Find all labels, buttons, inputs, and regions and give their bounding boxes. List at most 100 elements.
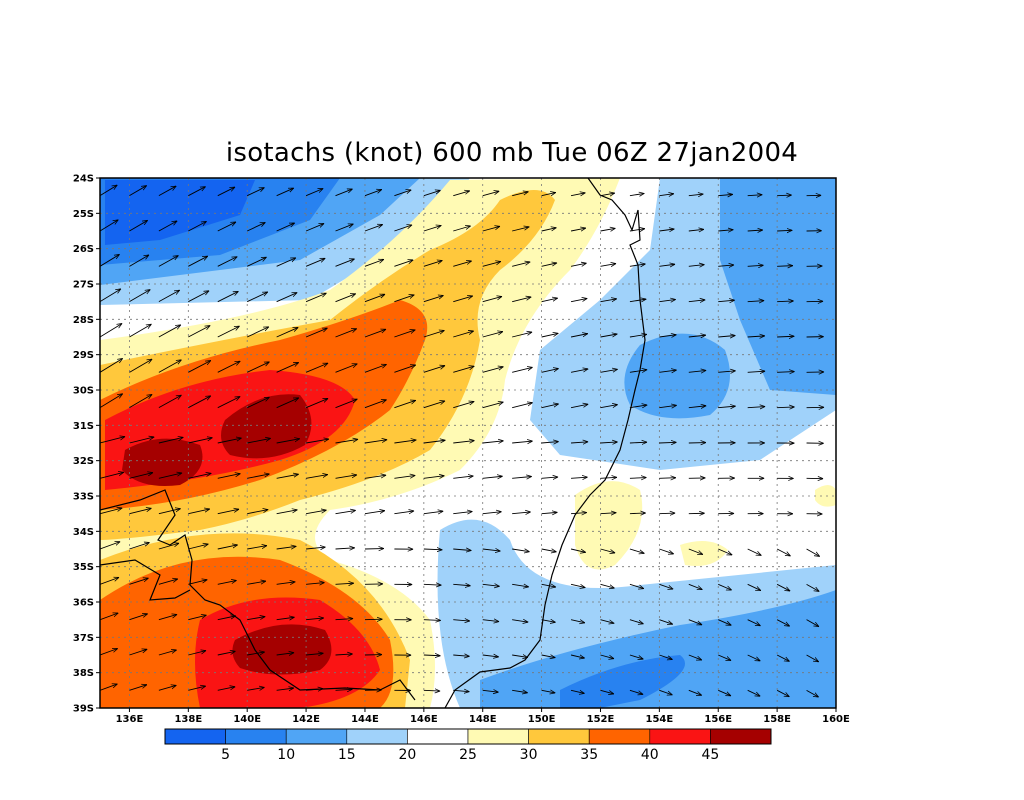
wind-arrow [482,261,501,267]
wind-arrow [659,619,672,625]
wind-arrow [247,188,264,197]
legend-label: 5 [221,747,230,763]
wind-arrow [570,298,587,303]
wind-arrow [629,193,644,195]
wind-arrow [335,475,357,479]
legend-swatch [710,728,772,745]
wind-arrow [129,508,151,515]
wind-arrow [688,370,706,372]
wind-arrow [217,687,235,691]
wind-arrow [570,655,585,658]
lon-label: 158E [763,714,791,725]
wind-arrow [482,476,503,478]
wind-arrow [776,619,790,627]
wind-arrow [482,296,502,303]
wind-arrow [512,512,531,514]
wind-arrow [335,188,353,197]
wind-arrow [247,438,271,444]
wind-arrow [718,654,731,661]
wind-arrow [541,512,558,513]
wind-arrow [276,398,299,409]
wind-arrow [453,655,469,656]
lat-label: 36S [73,598,94,609]
wind-arrow [512,584,529,587]
wind-arrow [482,402,504,409]
wind-arrow [629,299,646,302]
lon-label: 144E [351,714,379,725]
wind-arrow [217,438,242,444]
wind-arrow [129,220,147,232]
wind-arrow [247,652,265,656]
wind-arrow [129,186,146,197]
blue2-region-south [560,655,685,708]
wind-arrow [100,220,118,232]
wind-vectors [100,185,824,697]
lon-label: 160E [822,714,850,725]
wind-arrow [541,620,556,623]
dark-red-region-2 [221,394,312,459]
wind-arrow [335,439,359,444]
wind-arrow [600,228,615,231]
wind-arrow [718,335,735,337]
wind-arrow [541,192,556,197]
wind-arrow [512,332,532,338]
wind-arrow [806,689,819,697]
wind-arrow [688,583,703,589]
wind-arrow [423,190,441,197]
legend-swatch [164,728,226,745]
wind-arrow [188,438,212,444]
wind-arrow [688,619,702,625]
legend-label: 10 [277,747,295,763]
wind-arrow [100,254,120,267]
wind-arrow [217,326,240,338]
wind-arrow [482,441,504,443]
lon-label: 152E [587,714,615,725]
wind-arrow [188,544,208,550]
wind-arrow [306,583,324,585]
wind-arrow [541,690,556,693]
wind-arrow [364,511,385,515]
wind-arrow [306,510,326,515]
wind-arrow [600,193,614,196]
wind-arrow [423,295,444,303]
wind-arrow [600,654,614,659]
wind-arrow [482,226,500,232]
wind-arrow [453,226,470,232]
lat-label: 31S [73,421,94,432]
wind-arrow [158,221,177,232]
wind-arrow [482,655,499,657]
wind-arrow [777,230,792,231]
wind-arrow [394,225,412,232]
wind-arrow [777,336,794,337]
wind-arrow [335,548,355,549]
lat-label: 37S [73,633,94,644]
wind-arrow [364,259,384,267]
wind-arrow [188,580,207,585]
wind-arrow [600,405,617,409]
wind-arrow [776,583,790,591]
lat-label: 27S [73,280,94,291]
deep-blue-region-north [105,180,255,245]
wind-arrow [276,546,297,549]
wind-arrow [217,509,239,515]
wind-arrow [188,686,205,691]
wind-arrow [394,190,411,197]
wind-arrow [247,617,265,621]
lat-label: 39S [73,704,94,715]
wind-arrow [305,257,325,267]
wind-arrow [659,548,673,554]
wind-arrow [276,439,300,444]
wind-arrow [718,265,734,266]
wind-arrow [247,222,265,232]
wind-arrow [482,367,504,373]
color-legend: 5 10 15 20 25 30 35 40 45 [164,728,772,763]
wind-arrow [600,299,616,302]
lat-label: 38S [73,668,94,679]
wind-arrow [776,654,789,661]
wind-arrow [188,221,206,232]
wind-arrow [276,688,294,690]
legend-label: 30 [520,747,538,763]
wind-arrow [570,404,588,409]
wind-arrow [659,654,672,660]
lon-label: 136E [116,714,144,725]
